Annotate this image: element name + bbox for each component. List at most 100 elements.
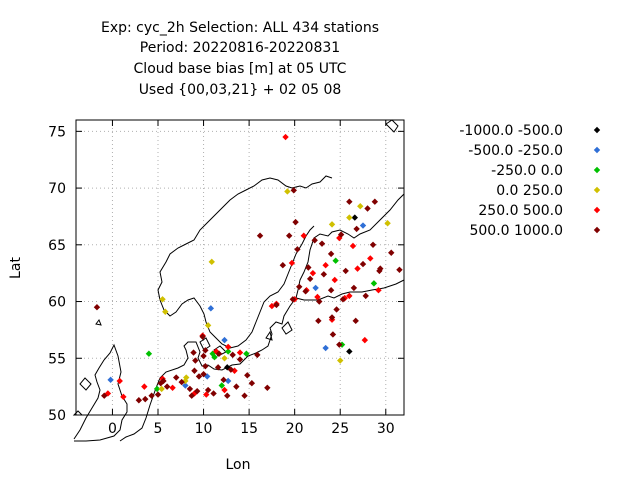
- data-point: [396, 266, 403, 273]
- data-point: [233, 383, 240, 390]
- data-point: [296, 283, 303, 290]
- data-point: [346, 348, 353, 355]
- data-point: [107, 376, 114, 384]
- data-point: [282, 133, 289, 141]
- legend-marker: [593, 146, 601, 154]
- data-point: [288, 259, 296, 267]
- data-point: [204, 322, 212, 329]
- data-point: [359, 222, 367, 229]
- data-point: [359, 260, 367, 268]
- data-point: [316, 298, 323, 305]
- data-point: [264, 384, 271, 391]
- data-point: [229, 351, 236, 359]
- grid-lines: [76, 120, 404, 416]
- legend-marker: [593, 206, 601, 214]
- data-point: [244, 372, 251, 379]
- data-point: [186, 385, 194, 393]
- chart-title-line-2: Period: 20220816-20220831: [139, 40, 341, 56]
- x-tick-label: 0: [108, 421, 117, 437]
- y-tick-label: 75: [48, 124, 66, 140]
- legend-label: -250.0 0.0: [491, 163, 563, 179]
- data-point: [202, 347, 209, 354]
- data-point: [148, 392, 155, 399]
- data-point: [346, 292, 353, 300]
- plot-frame: [75, 119, 405, 416]
- x-axis-label: Lon: [226, 457, 251, 473]
- data-point: [193, 387, 201, 395]
- x-tick-label: 30: [377, 421, 395, 437]
- data-point: [332, 257, 339, 264]
- data-point: [207, 305, 215, 312]
- data-point: [352, 317, 359, 325]
- data-point: [101, 392, 108, 399]
- data-point: [375, 286, 382, 294]
- legend-label: -500.0 -250.0: [468, 143, 563, 159]
- x-tick-label: 10: [195, 421, 213, 437]
- x-tick-label: 5: [154, 421, 163, 437]
- data-point: [346, 198, 353, 205]
- data-point: [224, 377, 232, 385]
- chart-title-line-4: Used {00,03,21} + 02 05 08: [138, 82, 342, 98]
- data-point: [388, 249, 395, 256]
- data-point: [224, 343, 232, 351]
- data-point: [141, 383, 148, 390]
- data-point: [154, 391, 162, 398]
- data-point: [211, 353, 218, 361]
- data-point: [302, 288, 309, 295]
- data-point: [346, 214, 353, 221]
- data-point: [214, 364, 222, 371]
- data-point: [195, 373, 203, 380]
- data-point: [202, 363, 209, 370]
- data-point: [191, 367, 198, 374]
- data-point: [169, 384, 176, 391]
- data-point: [337, 357, 344, 364]
- x-tick-label: 20: [286, 421, 304, 437]
- coastline-map: [72, 119, 405, 442]
- data-point: [241, 392, 248, 399]
- data-point: [328, 221, 336, 228]
- data-point: [331, 276, 338, 284]
- series-2: [145, 257, 378, 393]
- data-point: [361, 336, 369, 344]
- data-point: [309, 269, 317, 277]
- data-point: [160, 377, 167, 385]
- data-point: [142, 395, 149, 403]
- data-point: [369, 241, 377, 249]
- data-point: [311, 237, 318, 244]
- data-point: [162, 308, 169, 315]
- data-point: [349, 242, 357, 250]
- legend-marker: [593, 226, 601, 234]
- y-tick-label: 65: [48, 238, 66, 254]
- series-0: [224, 214, 358, 371]
- data-point: [339, 296, 347, 303]
- data-point: [218, 382, 225, 389]
- data-point: [305, 264, 312, 271]
- data-point: [315, 317, 322, 325]
- data-point: [337, 231, 345, 238]
- data-point: [268, 302, 276, 310]
- data-point: [300, 232, 307, 239]
- data-point: [351, 214, 358, 221]
- x-tick-label: 25: [331, 421, 349, 437]
- data-point: [290, 187, 297, 194]
- data-point: [320, 271, 328, 278]
- data-point: [221, 386, 228, 394]
- data-point: [220, 376, 227, 384]
- data-point: [221, 355, 228, 362]
- legend-label: 250.0 500.0: [478, 203, 563, 219]
- data-point: [354, 265, 361, 272]
- data-point: [182, 382, 189, 389]
- data-point: [371, 198, 379, 205]
- data-point: [328, 314, 336, 321]
- data-point: [210, 390, 217, 397]
- data-point: [342, 267, 349, 275]
- data-point: [286, 232, 293, 239]
- data-point: [192, 357, 199, 364]
- data-point: [367, 255, 374, 262]
- legend-marker: [593, 186, 601, 194]
- data-point: [322, 262, 329, 269]
- data-point: [248, 380, 256, 387]
- series-1: [107, 222, 367, 389]
